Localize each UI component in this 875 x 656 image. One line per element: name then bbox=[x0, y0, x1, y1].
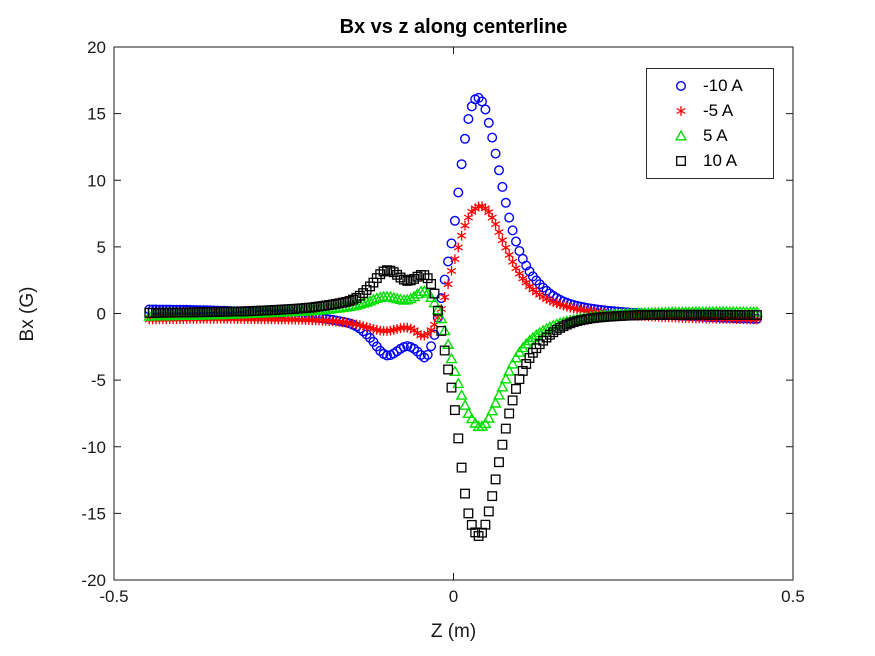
x-tick-label: -0.5 bbox=[99, 587, 128, 606]
y-tick-label: -5 bbox=[91, 371, 106, 390]
legend-item-10a: 10 A bbox=[647, 149, 773, 173]
x-axis-label: Z (m) bbox=[430, 621, 477, 642]
legend-item-neg10a: -10 A bbox=[647, 74, 773, 98]
asterisk-marker-icon bbox=[676, 106, 686, 117]
tick-labels: -0.5 0 0.5 -20 -15 -10 -5 0 5 10 15 20 bbox=[81, 38, 804, 606]
legend-item-neg5a: -5 A bbox=[647, 99, 773, 123]
x-tick-label: 0.5 bbox=[781, 587, 805, 606]
legend-label: 10 A bbox=[703, 150, 738, 170]
series-10-a bbox=[144, 265, 762, 541]
legend: -10 A -5 A 5 A 10 A bbox=[646, 68, 774, 179]
y-tick-label: 5 bbox=[97, 238, 106, 257]
legend-label: -10 A bbox=[703, 76, 743, 96]
circle-marker-icon bbox=[676, 81, 687, 92]
triangle-marker-icon bbox=[674, 129, 688, 141]
square-marker-icon bbox=[676, 155, 686, 166]
chart-title: Bx vs z along centerline bbox=[339, 16, 568, 38]
legend-item-5a: 5 A bbox=[647, 124, 773, 148]
legend-label: 5 A bbox=[703, 125, 728, 145]
y-tick-label: 20 bbox=[87, 38, 106, 57]
y-tick-label: 10 bbox=[87, 171, 106, 190]
y-tick-label: -20 bbox=[81, 571, 106, 590]
x-tick-label: 0 bbox=[449, 587, 458, 606]
legend-label: -5 A bbox=[703, 101, 734, 121]
y-tick-label: 0 bbox=[97, 305, 106, 324]
y-axis-label-text: Bx (G) bbox=[17, 286, 38, 342]
axis-ticks bbox=[113, 46, 794, 581]
y-tick-label: -15 bbox=[81, 504, 106, 523]
y-tick-label: 15 bbox=[87, 105, 106, 124]
y-tick-label: -10 bbox=[81, 438, 106, 457]
